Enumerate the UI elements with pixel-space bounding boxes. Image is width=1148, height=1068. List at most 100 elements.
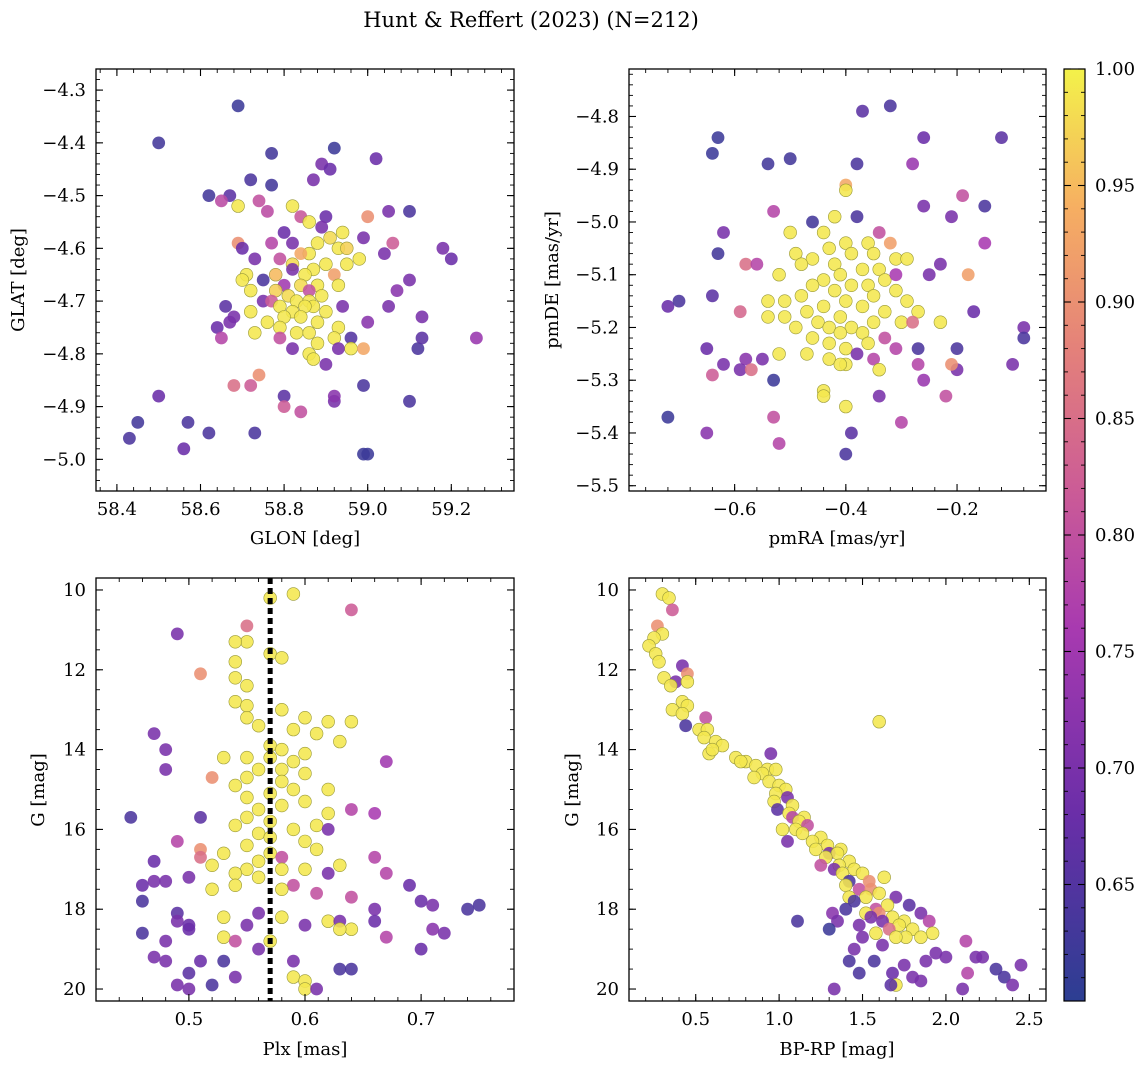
data-point [906,157,919,171]
x-tick-label: 1.0 [765,1009,794,1030]
data-point [298,710,312,725]
data-point [286,822,301,837]
data-point [706,289,719,303]
data-point [298,746,312,761]
data-point [333,922,347,936]
data-point [357,447,370,461]
data-point [827,257,842,271]
data-point [248,426,262,440]
data-point [327,389,341,403]
data-point [847,894,861,908]
y-tick-label: −4.3 [42,80,86,101]
data-point [883,99,897,113]
data-point [298,862,312,876]
y-tick-label: −4.9 [575,159,619,180]
data-point [1014,958,1028,972]
data-point [767,410,780,424]
data-point [415,331,429,345]
data-point [734,754,748,769]
data-point [310,982,323,996]
data-point [298,918,312,932]
data-point [830,846,845,860]
data-point [403,878,416,892]
data-point [783,152,797,166]
data-point [333,962,347,976]
data-point [850,347,864,361]
data-point [978,236,992,250]
data-point [194,667,207,681]
data-point [822,922,836,936]
data-point [772,268,786,282]
data-point [889,890,903,904]
data-point [170,627,184,641]
p2-ticks: −0.6 −0.4 −0.2 −4.8 −4.9 −5.0 −5.1 −5.2 −5.3 −5.4… [575,69,1047,520]
data-point [344,714,359,729]
data-point [761,157,775,171]
data-point [847,942,861,956]
p4-ticks: 0.5 1.0 1.5 2.0 2.5 10 12 14 16 18 20 [596,578,1047,1030]
data-point [814,858,828,872]
data-point [679,719,693,733]
data-point [368,850,382,864]
data-point [706,368,719,382]
data-point [700,342,714,355]
data-point [159,934,173,948]
data-point [275,702,289,717]
data-point [286,970,301,984]
data-point [379,866,393,880]
data-point [124,811,138,824]
data-point [379,755,393,768]
data-point [894,315,909,329]
data-point [336,300,349,313]
y-tick-label: −4.5 [42,186,86,207]
data-point [251,854,266,868]
data-point [217,930,231,944]
x-tick-label: −0.4 [824,499,868,520]
data-point [136,926,149,940]
data-point [327,141,341,155]
data-point [777,294,792,308]
data-point [470,331,483,345]
y-tick-label: −4.4 [42,133,86,154]
data-point [240,698,254,713]
data-point [294,405,308,419]
data-point [240,710,254,725]
data-point [286,342,299,355]
data-point [182,966,196,980]
data-point [959,934,973,948]
data-point [240,770,254,785]
data-point [240,838,254,853]
data-point [889,930,903,944]
data-point [717,358,730,371]
data-point [265,147,278,160]
data-point [340,241,354,256]
data-point [844,278,859,292]
data-point [750,257,764,271]
data-point [240,810,254,825]
data-point [240,678,254,693]
y-tick-label: −4.7 [42,291,86,312]
data-point [771,803,784,816]
data-point [827,982,841,996]
data-point [170,914,184,928]
data-point [352,252,366,266]
x-tick-label: 59.2 [431,499,471,520]
data-point [240,750,254,765]
data-point [302,284,316,297]
data-point [872,363,886,377]
data-point [852,966,866,980]
data-point [925,926,940,940]
data-point [321,782,335,797]
y-tick-label: −5.5 [575,476,619,497]
data-point [744,363,758,377]
data-point [251,802,266,817]
x-tick-label: 59.0 [348,499,388,520]
data-point [827,210,842,224]
data-point [800,305,814,319]
data-point [235,273,250,287]
data-point [414,942,428,956]
p4-points [642,587,1028,996]
data-point [294,310,308,324]
data-point [170,835,184,848]
